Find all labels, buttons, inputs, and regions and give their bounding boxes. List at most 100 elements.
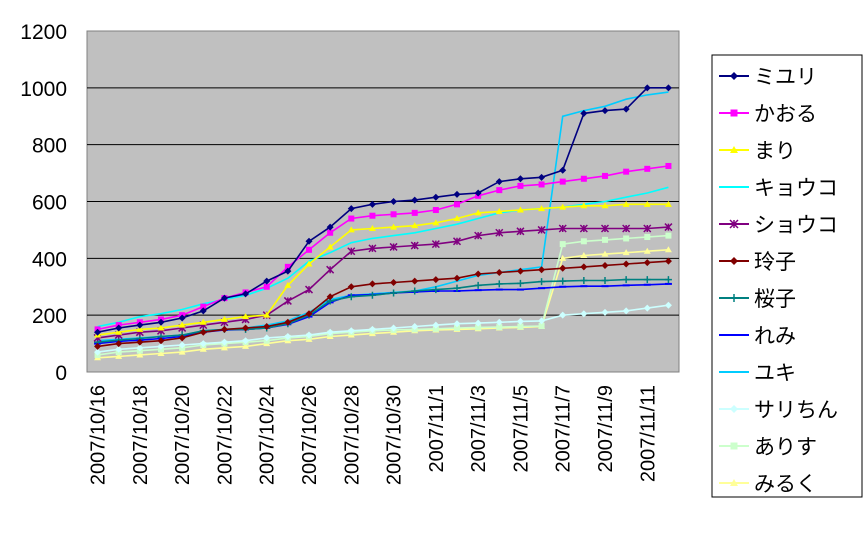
data-point-marker bbox=[664, 257, 672, 265]
data-point-marker bbox=[432, 219, 440, 226]
data-point-marker bbox=[643, 224, 652, 233]
data-point-marker bbox=[580, 238, 587, 245]
series-line bbox=[97, 226, 669, 339]
data-point-marker bbox=[326, 265, 335, 274]
data-point-marker bbox=[622, 276, 630, 284]
data-point-marker bbox=[580, 276, 588, 284]
data-point-marker bbox=[730, 479, 738, 486]
data-point-marker bbox=[220, 325, 228, 333]
data-point-marker bbox=[643, 304, 651, 312]
data-point-marker bbox=[157, 337, 165, 345]
data-point-marker bbox=[602, 236, 608, 243]
data-point-marker bbox=[432, 321, 440, 329]
data-point-marker bbox=[601, 276, 609, 284]
data-point-marker bbox=[538, 266, 546, 274]
data-point-marker bbox=[452, 237, 462, 246]
data-point-marker bbox=[454, 201, 460, 208]
data-point-marker bbox=[411, 323, 419, 331]
data-point-marker bbox=[495, 228, 504, 237]
data-point-marker bbox=[94, 348, 102, 356]
data-point-marker bbox=[284, 267, 292, 275]
data-point-marker bbox=[664, 200, 672, 207]
data-point-marker bbox=[220, 315, 228, 322]
data-point-marker bbox=[664, 301, 672, 309]
data-point-marker bbox=[454, 324, 460, 331]
data-point-marker bbox=[453, 215, 461, 222]
legend-label: ミユリ bbox=[754, 65, 817, 89]
data-point-marker bbox=[305, 237, 313, 245]
series-かおる bbox=[94, 162, 672, 333]
data-point-marker bbox=[115, 345, 123, 353]
data-point-marker bbox=[199, 318, 207, 325]
data-point-marker bbox=[368, 224, 376, 231]
data-point-marker bbox=[368, 325, 376, 333]
data-point-marker bbox=[115, 328, 123, 335]
data-point-marker bbox=[517, 182, 524, 189]
data-point-marker bbox=[390, 198, 398, 205]
data-point-marker bbox=[242, 324, 250, 332]
data-point-marker bbox=[729, 219, 739, 229]
data-point-marker bbox=[390, 211, 397, 218]
data-point-marker bbox=[580, 109, 588, 117]
data-point-marker bbox=[326, 328, 334, 336]
data-point-marker bbox=[664, 276, 672, 284]
data-point-marker bbox=[559, 254, 567, 261]
data-point-marker bbox=[432, 193, 440, 201]
data-point-marker bbox=[474, 231, 483, 240]
series-玲子 bbox=[94, 257, 672, 350]
data-point-marker bbox=[474, 209, 482, 216]
data-point-marker bbox=[263, 277, 271, 285]
data-point-marker bbox=[263, 311, 271, 318]
data-point-marker bbox=[453, 320, 461, 328]
data-point-marker bbox=[601, 202, 609, 209]
legend-label: ありす bbox=[754, 435, 817, 459]
data-point-marker bbox=[199, 307, 207, 315]
data-point-marker bbox=[644, 165, 651, 172]
data-point-marker bbox=[643, 200, 651, 207]
data-point-marker bbox=[601, 107, 609, 115]
data-point-marker bbox=[622, 105, 630, 113]
legend-label: ユキ bbox=[754, 361, 796, 385]
data-point-marker bbox=[305, 331, 313, 339]
data-point-marker bbox=[730, 294, 738, 302]
x-tick-label: 2007/10/24 bbox=[257, 385, 279, 485]
legend-item: 桜子 bbox=[719, 287, 796, 311]
x-axis: 2007/10/16 2007/10/18 2007/10/20 2007/10/22… bbox=[88, 385, 660, 485]
data-point-marker bbox=[495, 318, 503, 326]
x-tick-label: 2007/11/3 bbox=[468, 385, 490, 473]
data-point-marker bbox=[495, 207, 503, 214]
data-point-marker bbox=[327, 229, 334, 236]
data-point-marker bbox=[601, 261, 609, 269]
x-tick-label: 2007/10/22 bbox=[214, 385, 236, 485]
data-point-marker bbox=[559, 264, 567, 272]
data-point-marker bbox=[665, 162, 672, 169]
data-point-marker bbox=[157, 318, 165, 326]
legend-label: キョウコ bbox=[754, 176, 838, 200]
data-point-marker bbox=[474, 270, 482, 278]
data-point-marker bbox=[474, 189, 482, 197]
y-axis: 0 200 400 600 800 1000 1200 bbox=[20, 21, 67, 385]
data-point-marker bbox=[368, 291, 376, 299]
data-point-marker bbox=[369, 212, 376, 219]
data-point-marker bbox=[559, 277, 567, 285]
data-point-marker bbox=[220, 344, 228, 351]
data-point-marker bbox=[622, 224, 631, 233]
data-point-marker bbox=[411, 196, 419, 204]
data-point-marker bbox=[390, 289, 398, 297]
y-tick-label: 200 bbox=[32, 305, 67, 328]
data-point-marker bbox=[516, 267, 524, 275]
data-point-marker bbox=[305, 310, 313, 318]
data-point-marker bbox=[432, 207, 439, 214]
data-point-marker bbox=[347, 205, 355, 213]
data-point-marker bbox=[411, 287, 419, 295]
data-point-marker bbox=[284, 281, 292, 288]
data-point-marker bbox=[538, 181, 545, 188]
legend-label: かおる bbox=[754, 102, 817, 126]
x-tick-label: 2007/11/5 bbox=[510, 385, 532, 473]
legend-item: キョウコ bbox=[719, 176, 838, 200]
data-point-marker bbox=[643, 259, 651, 267]
data-point-marker bbox=[411, 222, 419, 229]
data-point-marker bbox=[601, 308, 609, 316]
legend-item: かおる bbox=[719, 102, 817, 126]
x-tick-label: 2007/10/20 bbox=[172, 385, 194, 485]
